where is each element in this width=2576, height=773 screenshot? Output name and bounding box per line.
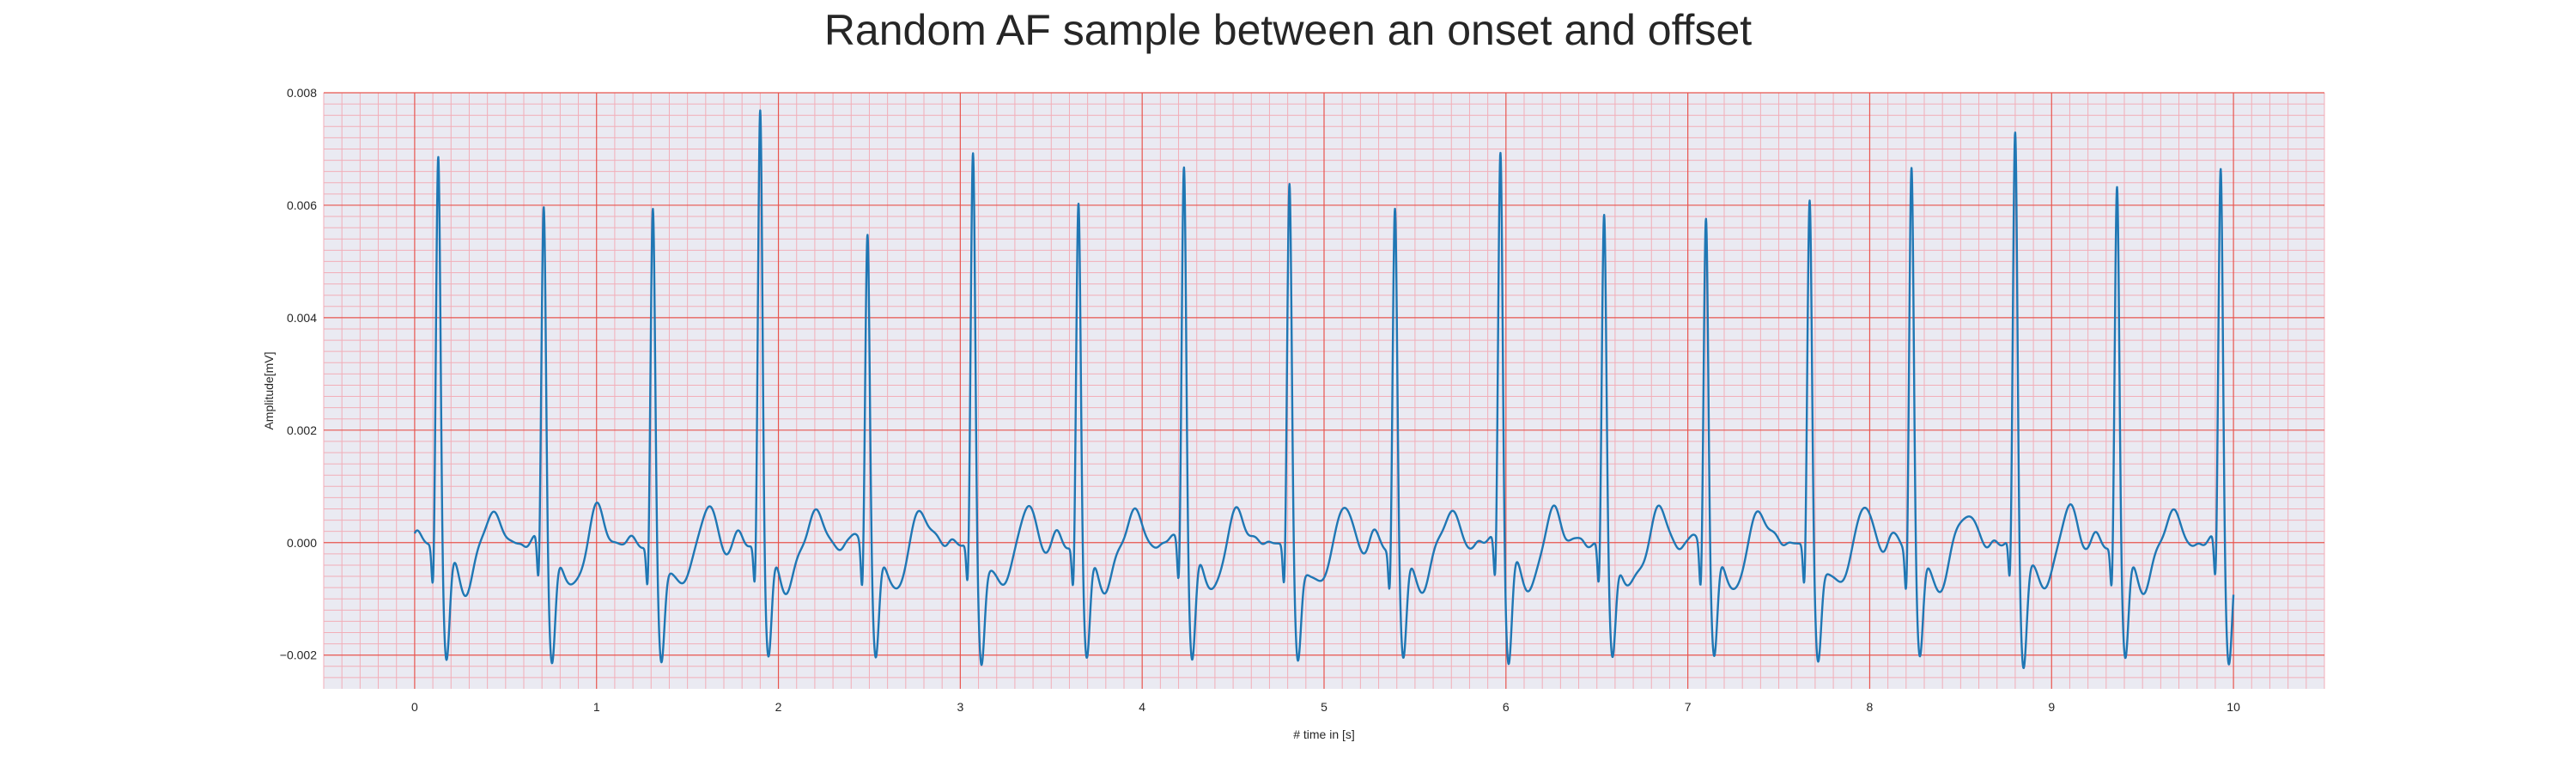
y-tick-label: 0.006 <box>287 198 317 212</box>
x-tick-label: 3 <box>957 700 963 714</box>
x-tick-label: 2 <box>775 700 782 714</box>
x-tick-label: 1 <box>593 700 600 714</box>
y-axis-label: Amplitude[mV] <box>262 351 276 429</box>
x-tick-label: 6 <box>1503 700 1510 714</box>
ecg-signal-line <box>413 109 2235 669</box>
y-tick-label: 0.000 <box>287 536 317 550</box>
x-tick-label: 9 <box>2048 700 2055 714</box>
y-tick-label: −0.002 <box>280 648 317 662</box>
chart-title: Random AF sample between an onset and of… <box>824 6 1752 54</box>
y-tick-label: 0.004 <box>287 311 317 325</box>
x-tick-label: 7 <box>1685 700 1692 714</box>
y-axis-ticks: −0.002 0.000 0.002 0.004 0.006 0.008 <box>280 86 317 662</box>
x-tick-label: 4 <box>1139 700 1145 714</box>
y-tick-label: 0.002 <box>287 423 317 437</box>
x-tick-label: 10 <box>2227 700 2240 714</box>
y-tick-label: 0.008 <box>287 86 317 100</box>
x-axis-label: # time in [s] <box>1293 727 1355 741</box>
x-tick-label: 5 <box>1321 700 1327 714</box>
x-tick-label: 8 <box>1867 700 1874 714</box>
x-tick-label: 0 <box>411 700 418 714</box>
x-axis-ticks: 0 1 2 3 4 5 6 7 8 9 10 <box>411 700 2240 714</box>
